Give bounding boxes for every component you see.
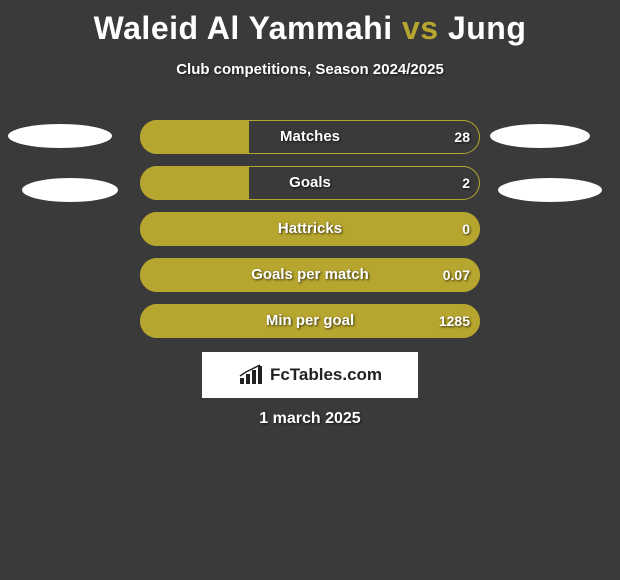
date-label: 1 march 2025 — [0, 410, 620, 428]
bar-label: Min per goal — [140, 304, 480, 338]
player1-name: Waleid Al Yammahi — [94, 10, 393, 46]
bar-label: Goals per match — [140, 258, 480, 292]
bar-value-right: 0 — [462, 212, 470, 246]
stat-bar-row: Min per goal1285 — [0, 304, 620, 338]
bar-chart-icon — [238, 364, 264, 386]
stats-bars: Matches28 Goals2 Hattricks0 Goals per match… — [0, 120, 620, 350]
subtitle: Club competitions, Season 2024/2025 — [0, 61, 620, 78]
side-ellipse — [490, 124, 590, 148]
fctables-logo: FcTables.com — [202, 352, 418, 398]
bar-value-right: 0.07 — [443, 258, 470, 292]
bar-value-right: 28 — [454, 120, 470, 154]
stat-bar-row: Hattricks0 — [0, 212, 620, 246]
bar-label: Matches — [140, 120, 480, 154]
side-ellipse — [498, 178, 602, 202]
vs-text: vs — [402, 10, 439, 46]
bar-value-right: 2 — [462, 166, 470, 200]
bar-label: Goals — [140, 166, 480, 200]
bar-value-right: 1285 — [439, 304, 470, 338]
logo-text: FcTables.com — [270, 365, 382, 385]
side-ellipse — [8, 124, 112, 148]
comparison-title: Waleid Al Yammahi vs Jung — [0, 0, 620, 47]
bar-label: Hattricks — [140, 212, 480, 246]
stat-bar-row: Goals per match0.07 — [0, 258, 620, 292]
player2-name: Jung — [448, 10, 526, 46]
side-ellipse — [22, 178, 118, 202]
